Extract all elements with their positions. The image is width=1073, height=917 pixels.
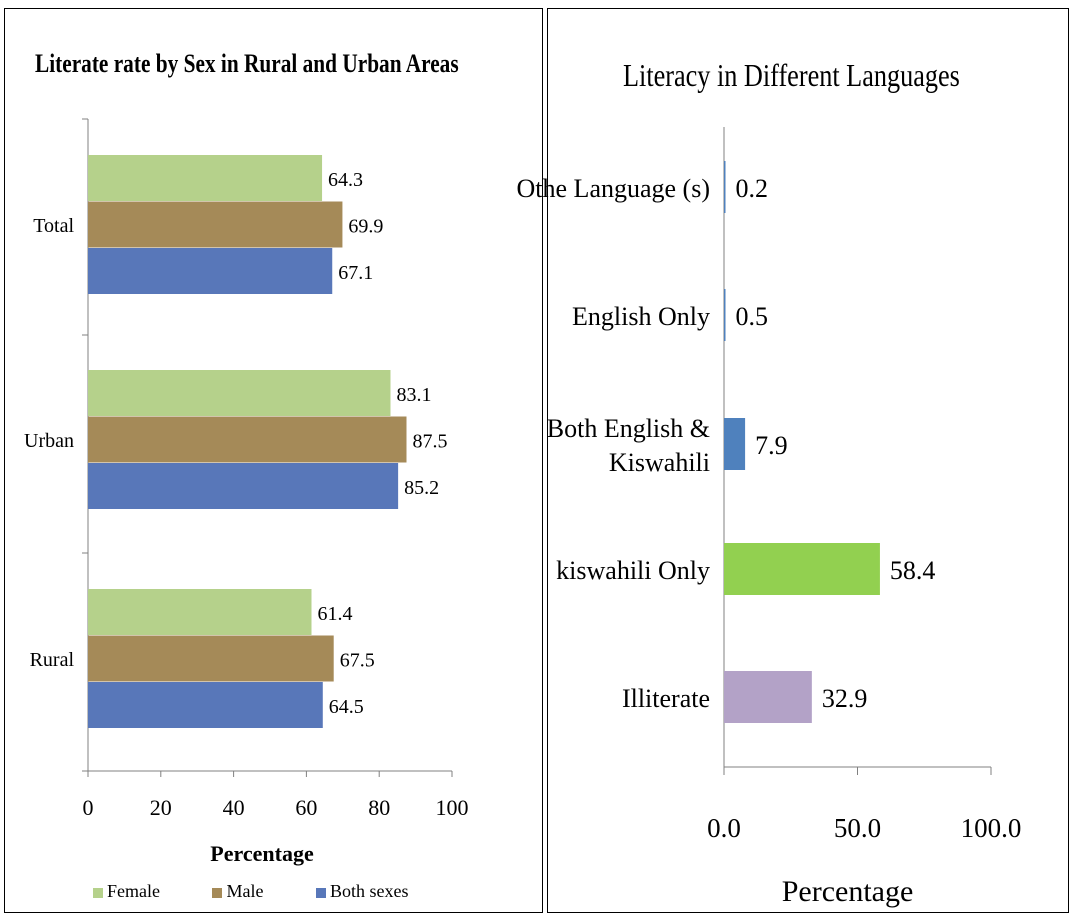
bar-rural-both-sexes (88, 682, 323, 728)
right-category-label-kiswahili-only: kiswahili Only (556, 556, 710, 585)
left-x-axis-title: Percentage (210, 841, 314, 866)
bar-rural-female (88, 589, 312, 635)
left-chart-title: Literate rate by Sex in Rural and Urban … (35, 49, 459, 78)
bar-total-male (88, 201, 343, 248)
bar-total-female (88, 155, 323, 201)
bar-urban-both-sexes (88, 463, 399, 509)
value-label-both-english-kiswahili: 7.9 (755, 431, 788, 460)
bar-urban-male (88, 416, 407, 463)
left-x-tick-label: 80 (368, 795, 390, 820)
value-label-english-only: 0.5 (736, 302, 769, 331)
data-label-rural-female: 61.4 (317, 603, 352, 625)
left-category-label-urban: Urban (24, 430, 74, 452)
legend-swatch-both-sexes (315, 887, 326, 898)
bar-urban-female (88, 370, 391, 416)
value-label-kiswahili-only: 58.4 (890, 556, 936, 585)
left-x-tick-label: 20 (150, 795, 172, 820)
left-x-tick-label: 0 (83, 795, 94, 820)
right-chart-canvas: 0.0 50.0 100.0 Othe Language (s) 0.2 English … (517, 127, 1022, 908)
right-x-tick-label: 100.0 (961, 813, 1022, 843)
value-label-othe-language-s: 0.2 (736, 174, 769, 203)
right-x-axis-title: Percentage (782, 875, 914, 908)
right-category-label-illiterate: Illiterate (622, 684, 710, 713)
legend-label-both-sexes: Both sexes (329, 881, 409, 901)
right-category-label-english-only: English Only (572, 302, 710, 331)
bar-english-only (724, 289, 726, 341)
legend-item-male: Male (212, 881, 263, 902)
legend-swatch-female (93, 887, 103, 898)
right-category-label-both-english-kiswahili: Both English & (547, 414, 710, 443)
left-x-tick-label: 60 (295, 795, 317, 820)
value-label-illiterate: 32.9 (822, 684, 868, 713)
data-label-urban-female: 83.1 (396, 384, 431, 406)
right-x-tick-label: 0.0 (707, 813, 741, 843)
bar-rural-male (88, 635, 334, 682)
right-x-tick-label: 50.0 (834, 813, 881, 843)
left-chart-panel: Literate rate by Sex in Rural and Urban … (4, 8, 543, 913)
left-x-tick-label: 40 (223, 795, 245, 820)
right-chart-title: Literacy in Different Languages (623, 57, 960, 93)
data-label-rural-male: 67.5 (340, 650, 375, 672)
legend-item-both-sexes: Both sexes (315, 881, 409, 902)
right-category-label-othe-language-s: Othe Language (s) (517, 174, 710, 203)
bar-othe-language-s (724, 161, 726, 213)
data-label-urban-both-sexes: 85.2 (404, 477, 439, 499)
left-x-tick-label: 100 (436, 795, 469, 820)
legend-label-female: Female (107, 881, 160, 901)
data-label-rural-both-sexes: 64.5 (329, 696, 364, 718)
bar-total-both-sexes (88, 248, 333, 294)
data-label-urban-male: 87.5 (413, 431, 448, 453)
data-label-total-both-sexes: 67.1 (338, 262, 373, 284)
bar-both-english-kiswahili (724, 418, 746, 470)
left-category-label-rural: Rural (30, 649, 75, 671)
legend-item-female: Female (93, 881, 160, 902)
right-category-label-both-english-kiswahili: Kiswahili (609, 448, 710, 477)
legend-label-male: Male (226, 881, 264, 901)
bar-illiterate (724, 671, 812, 723)
left-chart-canvas: 0 20 40 60 80 100 Total 64.3 69.9 67.1 Urban 83.1 87… (24, 118, 469, 866)
bar-kiswahili-only (724, 543, 880, 595)
legend-swatch-male (212, 887, 223, 898)
data-label-total-female: 64.3 (328, 169, 363, 191)
data-label-total-male: 69.9 (348, 216, 383, 238)
right-chart-panel: Literacy in Different Languages 0.0 50.0 1… (517, 8, 1069, 913)
left-category-label-total: Total (33, 215, 74, 237)
left-chart-legend: Female Male Both sexes (93, 881, 456, 902)
